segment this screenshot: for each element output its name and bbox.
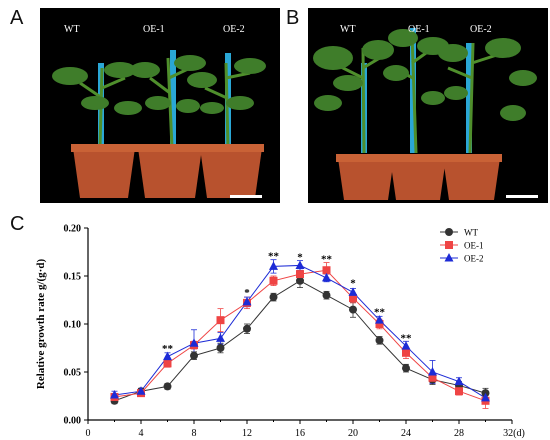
x-tick-label: 16	[295, 428, 305, 439]
data-point-oe-1	[163, 359, 172, 368]
x-tick-label: 0	[86, 428, 91, 439]
label-wt-a: WT	[64, 24, 80, 35]
data-point-wt	[296, 276, 304, 285]
data-point-wt	[349, 305, 357, 314]
label-oe1-a: OE-1	[143, 24, 165, 35]
data-point-oe-1	[216, 316, 225, 325]
data-point-oe-1	[402, 348, 410, 357]
data-point-oe-2	[454, 376, 464, 386]
data-point-oe-2	[401, 341, 411, 350]
significance-mark: *	[350, 278, 356, 290]
data-point-wt	[402, 364, 410, 373]
plants-photo-b	[313, 28, 537, 200]
photo-panel-b: WT OE-1 OE-2	[308, 8, 548, 203]
y-tick-label: 0.15	[64, 272, 82, 283]
significance-mark: *	[297, 252, 303, 264]
data-point-oe-1	[322, 266, 331, 275]
significance-mark: **	[321, 254, 333, 266]
data-point-wt	[375, 336, 384, 345]
data-point-oe-1	[269, 276, 278, 285]
y-tick-label: 0.20	[64, 224, 82, 235]
x-unit-label: 32(d)	[503, 428, 525, 439]
data-point-oe-2	[269, 261, 278, 270]
data-point-wt	[216, 344, 225, 352]
significance-mark: **	[374, 306, 386, 318]
data-point-oe-1	[296, 270, 304, 279]
data-point-oe-1	[455, 387, 463, 396]
y-tick-label: 0.05	[64, 368, 82, 379]
x-tick-label: 28	[454, 428, 464, 439]
data-point-oe-2	[242, 296, 252, 306]
data-point-wt	[190, 351, 198, 360]
y-tick-label: 0.00	[64, 416, 82, 427]
legend-marker	[445, 228, 453, 236]
legend-label: OE-2	[464, 254, 484, 264]
significance-mark: **	[401, 332, 413, 344]
label-oe2-a: OE-2	[223, 24, 245, 35]
panel-letter-a: A	[10, 7, 24, 29]
data-point-oe-2	[375, 315, 384, 324]
x-tick-label: 24	[401, 428, 411, 439]
data-point-oe-2	[428, 367, 437, 376]
data-point-oe-2	[295, 260, 305, 269]
data-point-oe-1	[428, 373, 437, 382]
data-point-wt	[269, 293, 278, 302]
significance-mark: **	[162, 343, 174, 355]
growth-rate-chart: 0 4 8 12 16 20 24 28 32(d) 0.00 0.05 0.10 0.15 0.20 Re…	[35, 224, 525, 440]
legend-marker	[445, 241, 453, 249]
x-tick-label: 8	[192, 428, 197, 439]
label-oe2-b: OE-2	[470, 24, 492, 35]
panel-letter-c: C	[10, 213, 25, 235]
data-point-oe-2	[163, 351, 172, 361]
x-tick-label: 20	[348, 428, 358, 439]
y-tick-label: 0.10	[64, 320, 82, 331]
photo-panel-a: WT OE-1 OE-2	[40, 8, 280, 203]
legend-label: OE-1	[464, 241, 484, 251]
x-tick-label: 12	[242, 428, 252, 439]
legend-label: WT	[464, 228, 478, 238]
significance-mark: *	[244, 287, 250, 299]
data-point-oe-1	[349, 294, 357, 303]
label-wt-b: WT	[340, 24, 356, 35]
scale-bar-b	[506, 195, 538, 198]
data-point-oe-2	[136, 386, 146, 395]
data-point-oe-2	[189, 338, 199, 347]
legend-marker	[444, 253, 454, 262]
data-point-wt	[322, 291, 331, 300]
data-point-wt	[243, 324, 251, 333]
significance-mark: **	[268, 251, 280, 263]
data-point-oe-2	[110, 390, 119, 399]
data-point-oe-1	[375, 320, 384, 328]
label-oe1-b: OE-1	[408, 24, 430, 35]
data-point-oe-2	[481, 392, 490, 402]
data-point-oe-2	[216, 333, 225, 342]
data-point-wt	[163, 382, 172, 391]
x-tick-label: 4	[139, 428, 144, 439]
data-point-oe-2	[348, 287, 358, 296]
y-axis-label: Relative growth rate g/(g·d)	[35, 259, 47, 390]
panel-letter-b: B	[286, 7, 300, 29]
plants-photo-a	[52, 50, 266, 198]
scale-bar-a	[230, 195, 262, 198]
data-point-oe-2	[322, 272, 331, 282]
